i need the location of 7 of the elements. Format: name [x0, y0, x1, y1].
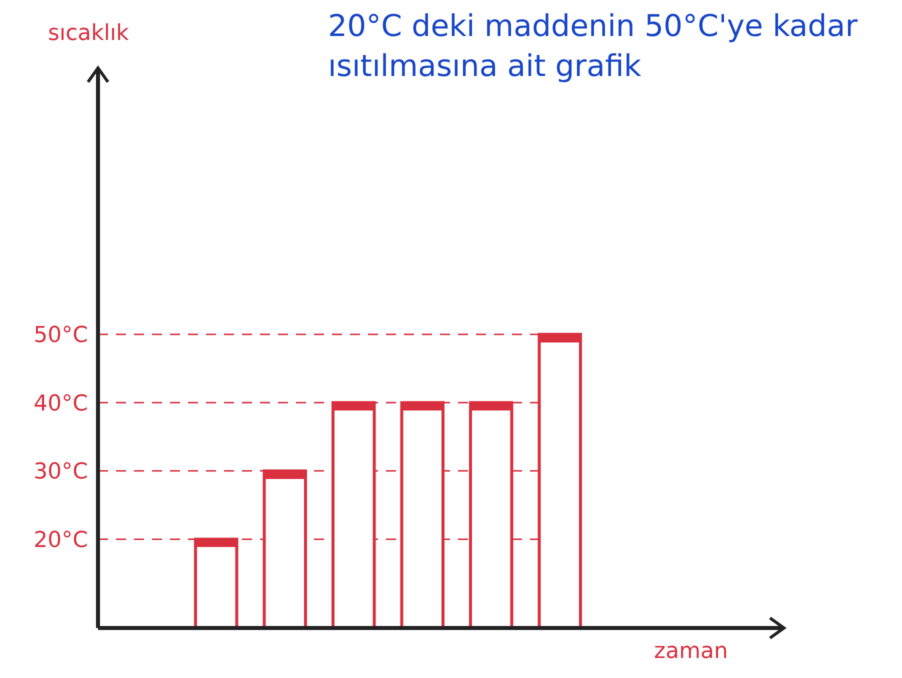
- y-tick-label: 20°C: [34, 528, 88, 553]
- y-tick-label: 50°C: [34, 323, 88, 348]
- x-axis-title: zaman: [654, 639, 728, 664]
- y-axis-title: sıcaklık: [48, 21, 130, 46]
- y-tick-label: 40°C: [34, 391, 88, 416]
- chart-title: 20°C deki maddenin 50°C'ye kadar ısıtılmasına ait grafik: [328, 9, 858, 84]
- y-tick-label: 30°C: [34, 460, 88, 485]
